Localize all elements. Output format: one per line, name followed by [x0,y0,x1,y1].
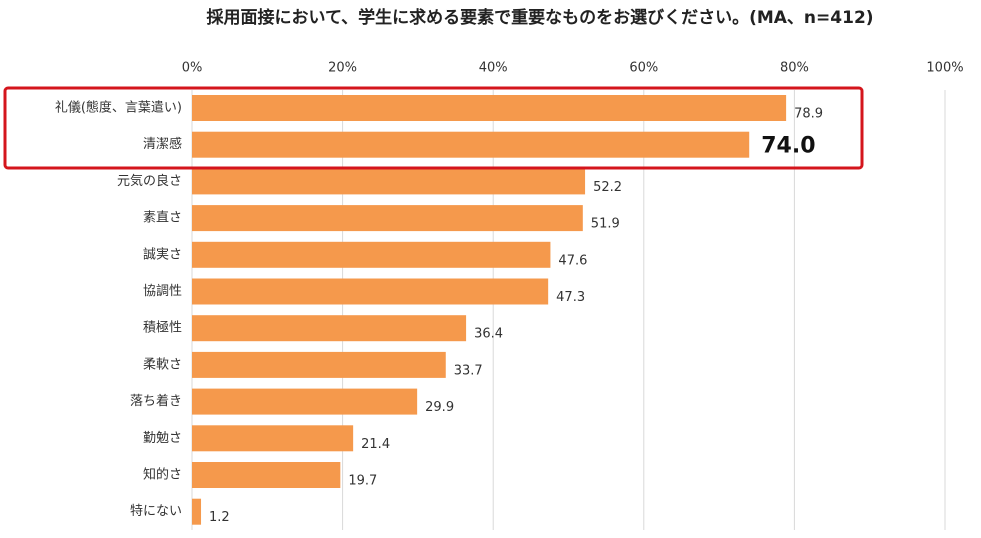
bar [192,241,551,268]
bar [192,131,750,158]
chart-title: 採用面接において、学生に求める要素で重要なものをお選びください。(MA、n=41… [206,7,873,28]
category-label: 柔軟さ [143,356,182,372]
value-label: 78.9 [794,107,823,122]
bar [192,462,341,488]
category-label: 特にない [130,504,182,519]
category-label: 勤勉さ [143,431,182,446]
bar [192,168,586,195]
category-label: 礼儀(態度、言葉遣い) [55,100,182,116]
value-label: 51.9 [591,217,620,232]
x-tick-label: 20% [328,61,357,76]
x-tick-label: 100% [926,61,963,76]
category-label: 落ち着き [130,393,182,409]
x-tick-label: 60% [629,61,658,76]
x-tick-label: 80% [780,61,809,76]
category-label: 清潔感 [143,136,182,152]
value-label: 21.4 [361,437,390,452]
x-tick-label: 40% [479,61,508,76]
value-label: 19.7 [348,474,377,489]
category-label: 誠実さ [143,246,182,262]
highlight-box [3,86,864,170]
bar [192,205,583,232]
value-label: 52.2 [593,180,622,195]
bar [192,498,202,525]
category-label: 積極性 [143,320,182,336]
value-label: 74.0 [761,134,815,159]
bar [192,95,787,121]
category-label: 素直さ [143,211,182,226]
category-label: 協調性 [143,284,182,299]
bar [192,315,467,342]
bar [192,425,354,452]
bar [192,388,418,415]
bar [192,351,446,378]
value-label: 1.2 [209,510,230,525]
value-label: 29.9 [425,400,454,415]
value-label: 47.6 [558,253,587,268]
bar [192,278,549,305]
value-label: 36.4 [474,327,503,342]
x-tick-label: 0% [182,61,203,76]
value-label: 33.7 [454,363,483,378]
category-label: 知的さ [143,467,182,483]
value-label: 47.3 [556,290,585,305]
category-label: 元気の良さ [117,173,182,189]
